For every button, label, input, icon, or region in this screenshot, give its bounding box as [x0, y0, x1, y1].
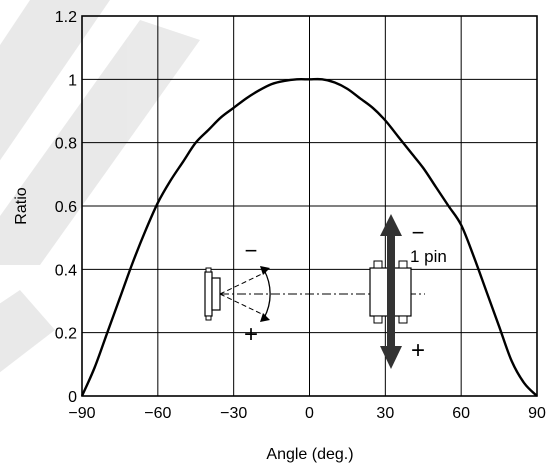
ratio-curve: [80, 77, 538, 397]
pin-label: 1 pin: [410, 247, 447, 266]
angle-line-lower: [219, 293, 267, 317]
x-tick-label: 60: [452, 405, 470, 422]
plot-frame: [81, 15, 538, 397]
series-group: [80, 77, 538, 397]
y-axis-title: Ratio: [13, 187, 30, 224]
y-tick-label: 0.6: [55, 199, 77, 216]
left-minus-label: −: [245, 238, 258, 263]
watermark: [0, 0, 200, 373]
x-tick-labels: −90 −60 −30 0 30 60 90: [68, 405, 546, 422]
y-tick-label: 0: [68, 389, 77, 406]
angle-arc: [263, 269, 271, 319]
y-tick-labels: 0 0.2 0.4 0.6 0.8 1 1.2: [55, 9, 77, 406]
x-tick-label: 30: [376, 405, 394, 422]
right-plus-label: +: [411, 337, 425, 364]
left-connector-icon: [204, 267, 221, 321]
x-tick-label: 0: [305, 405, 314, 422]
inset-illustration: − + − 1 pin +: [204, 214, 447, 369]
x-tick-label: −30: [220, 405, 247, 422]
y-tick-label: 0.2: [55, 326, 77, 343]
arc-arrowhead-upper: [260, 266, 270, 275]
y-tick-label: 0.4: [55, 262, 77, 279]
angle-line-upper: [219, 271, 267, 295]
x-axis-title: Angle (deg.): [266, 446, 353, 463]
x-tick-label: −90: [68, 405, 95, 422]
y-tick-label: 0.8: [55, 136, 77, 153]
y-tick-label: 1.2: [55, 9, 77, 26]
y-tick-label: 1: [68, 72, 77, 89]
x-tick-label: −60: [144, 405, 171, 422]
x-tick-label: 90: [528, 405, 546, 422]
double-arrow-icon: [380, 214, 402, 369]
arc-arrowhead-lower: [260, 313, 270, 322]
left-plus-label: +: [244, 321, 258, 348]
right-minus-label: −: [412, 220, 425, 245]
